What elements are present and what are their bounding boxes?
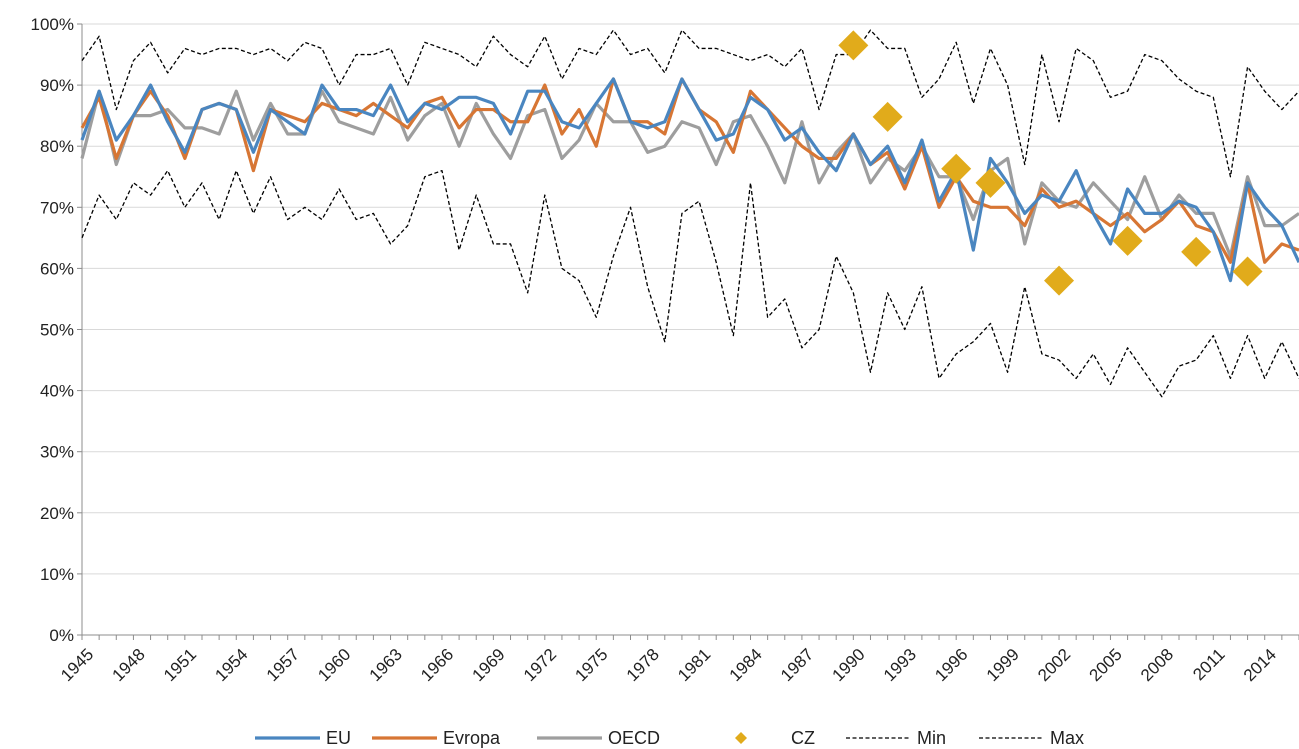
x-tick-label: 1972 — [520, 645, 560, 685]
legend-item-eu: EU — [255, 728, 351, 748]
gridlines — [82, 23, 1299, 575]
cz-data-point — [1232, 256, 1263, 287]
y-tick-label: 40% — [40, 382, 74, 401]
legend-label: Evropa — [443, 728, 501, 748]
x-tick-label: 1969 — [469, 645, 509, 685]
x-tick-label: 1975 — [571, 645, 611, 685]
series-group — [80, 29, 1299, 398]
legend-label: OECD — [608, 728, 660, 748]
axes — [77, 23, 1299, 640]
x-tick-label: 1960 — [314, 645, 354, 685]
cz-data-point — [1112, 225, 1143, 256]
y-tick-label: 70% — [40, 198, 74, 217]
x-tick-label: 1981 — [674, 645, 714, 685]
x-tick-label: 1963 — [366, 645, 406, 685]
legend-label: Max — [1050, 728, 1084, 748]
y-tick-label: 30% — [40, 443, 74, 462]
legend-swatch — [735, 732, 747, 744]
cz-data-point — [975, 167, 1006, 198]
series-cz — [838, 30, 1263, 296]
x-tick-label: 1957 — [263, 645, 303, 685]
x-tick-label: 2008 — [1137, 645, 1177, 685]
x-tick-label: 1945 — [57, 645, 97, 685]
cz-data-point — [872, 101, 903, 132]
y-tick-label: 20% — [40, 504, 74, 523]
series-line-eu — [80, 77, 1299, 283]
legend-item-cz: CZ — [735, 728, 815, 748]
x-tick-labels: 1945 1948 1951 1954 1957 1960 1963 1966 1969 1972… — [57, 645, 1280, 685]
x-tick-label: 1951 — [160, 645, 200, 685]
y-tick-label: 10% — [40, 565, 74, 584]
x-tick-label: 1966 — [417, 645, 457, 685]
series-line-min — [81, 169, 1299, 398]
legend-label: Min — [917, 728, 946, 748]
legend-item-evropa: Evropa — [372, 728, 501, 748]
x-tick-label: 1993 — [880, 645, 920, 685]
x-tick-label: 1999 — [983, 645, 1023, 685]
x-tick-label: 1996 — [931, 645, 971, 685]
cz-data-point — [838, 30, 869, 61]
series-line-evropa — [80, 77, 1299, 264]
legend-label: EU — [326, 728, 351, 748]
x-tick-label: 1954 — [211, 645, 251, 685]
legend: EU Evropa OECD CZ Min Max — [255, 728, 1084, 748]
x-tick-label: 1990 — [828, 645, 868, 685]
y-tick-label: 90% — [40, 76, 74, 95]
x-tick-label: 1984 — [726, 645, 766, 685]
y-tick-label: 100% — [31, 15, 74, 34]
x-tick-label: 2014 — [1240, 645, 1280, 685]
cz-data-point — [941, 153, 972, 184]
x-tick-label: 2011 — [1189, 645, 1228, 684]
x-tick-label: 1948 — [109, 645, 149, 685]
cz-data-point — [1044, 265, 1075, 296]
y-tick-label: 50% — [40, 321, 74, 340]
legend-item-oecd: OECD — [537, 728, 660, 748]
x-tick-label: 2005 — [1086, 645, 1126, 685]
legend-label: CZ — [791, 728, 815, 748]
x-tick-label: 2002 — [1034, 645, 1074, 685]
x-tick-label: 1987 — [777, 645, 817, 685]
series-line-oecd — [80, 89, 1299, 258]
y-tick-labels: 0% 10% 20% 30% 40% 50% 60% 70% 80% 90% 100% — [31, 15, 74, 645]
y-tick-label: 80% — [40, 137, 74, 156]
series-line-max — [81, 29, 1299, 178]
legend-item-min: Min — [846, 728, 946, 748]
x-tick-label: 1978 — [623, 645, 663, 685]
y-tick-label: 60% — [40, 259, 74, 278]
legend-item-max: Max — [979, 728, 1084, 748]
y-tick-label: 0% — [49, 626, 74, 645]
cz-data-point — [1181, 236, 1212, 267]
